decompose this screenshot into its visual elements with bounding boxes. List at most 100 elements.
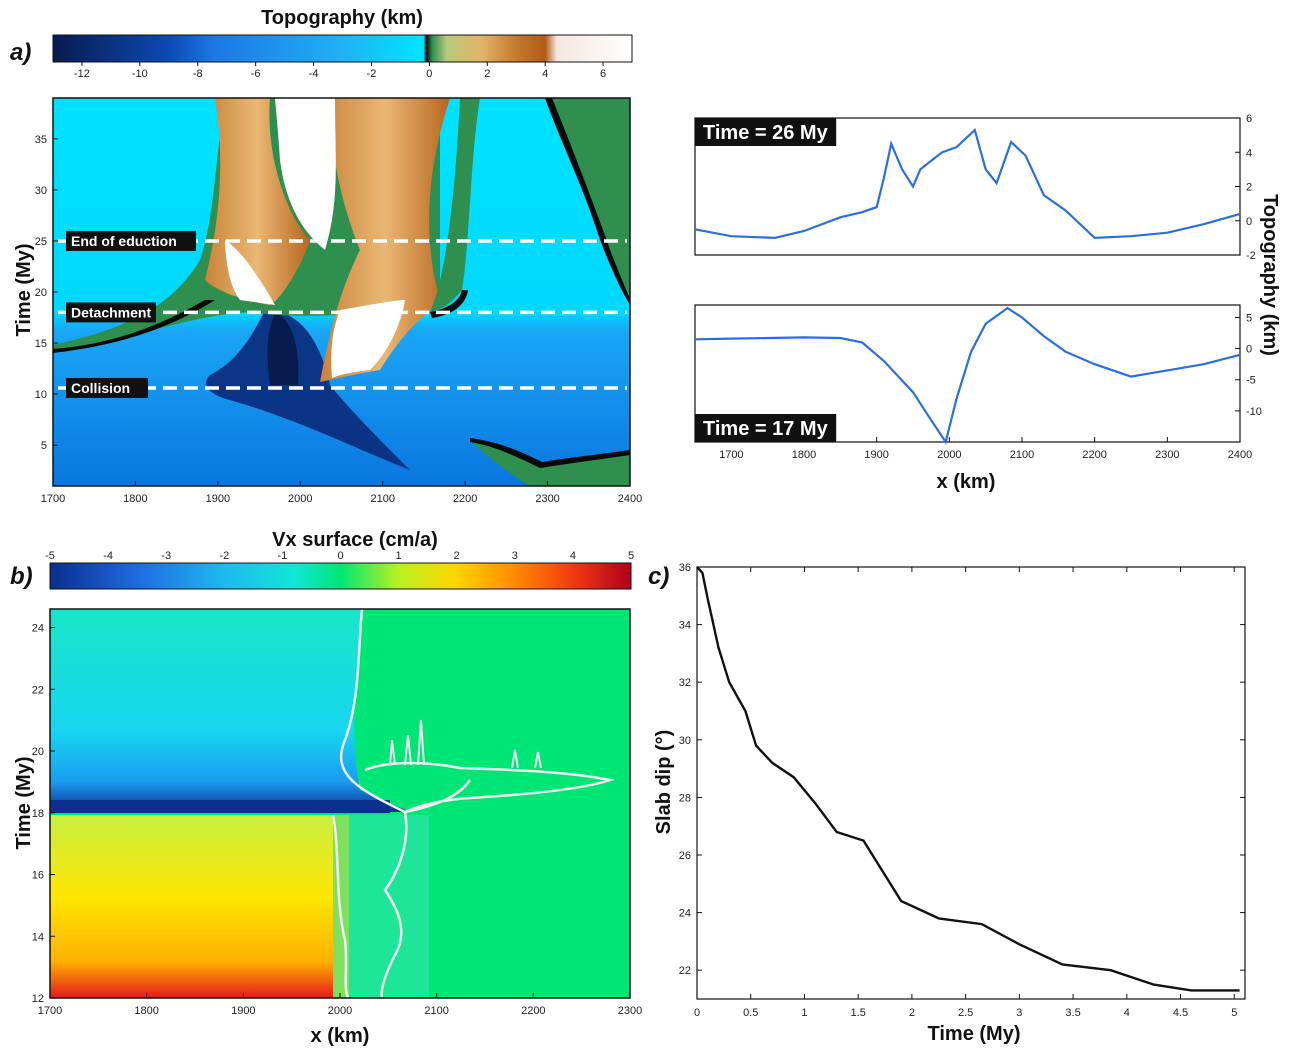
b-map-xlabel: x (km) <box>311 1025 370 1047</box>
y-tick-label: -2 <box>1246 250 1256 262</box>
y-tick-label: 5 <box>41 440 47 452</box>
topo-colorbar-ticks: -12 -10 -8 -6 -4 -2 0 2 4 6 <box>74 62 606 80</box>
topo-colorbar-title: Topography (km) <box>261 7 423 29</box>
profile-line <box>694 306 1241 445</box>
x-tick-label: 2400 <box>618 493 642 505</box>
y-tick-label: -5 <box>1246 375 1256 387</box>
x-tick-label: 0 <box>694 1007 700 1019</box>
y-tick-label: 14 <box>32 931 44 943</box>
profile-line <box>694 127 1241 240</box>
profile-tag: Time = 26 My <box>703 122 829 144</box>
colorbar-tick-label: 4 <box>542 68 548 80</box>
x-tick-label: 1800 <box>792 449 816 461</box>
y-tick-label: 26 <box>679 850 691 862</box>
c-xlabel: Time (My) <box>928 1023 1021 1045</box>
colorbar-tick-label: -12 <box>74 68 90 80</box>
y-tick-label: 20 <box>35 287 47 299</box>
x-tick-label: 4.5 <box>1173 1007 1188 1019</box>
annotation-label: End of eduction <box>71 233 177 249</box>
profile-ylabel: Topography (km) <box>1259 194 1281 356</box>
y-tick-label: 18 <box>32 808 44 820</box>
x-tick-label: 1900 <box>206 493 230 505</box>
x-tick-label: 2300 <box>618 1005 642 1017</box>
x-tick-label: 0.5 <box>743 1007 758 1019</box>
colorbar-tick-label: 3 <box>512 550 518 562</box>
x-tick-label: 2.5 <box>958 1007 973 1019</box>
x-tick-label: 1700 <box>719 449 743 461</box>
y-tick-label: 4 <box>1246 147 1252 159</box>
vx-heatmap-axes: 1700 1800 1900 2000 2100 2200 2300 12 14 16 18 20 22… <box>32 623 642 1017</box>
x-tick-label: 1800 <box>123 493 147 505</box>
x-tick-label: 2400 <box>1228 449 1252 461</box>
x-tick-label: 2100 <box>424 1005 448 1017</box>
panel-label-c: c) <box>648 563 669 590</box>
x-tick-label: 2000 <box>288 493 312 505</box>
topo-colorbar <box>52 34 633 63</box>
profile-26my: -2 0 2 4 6 Time = 26 My <box>694 113 1256 262</box>
y-tick-label: -10 <box>1246 406 1262 418</box>
profile-tag-bg <box>695 118 837 146</box>
x-tick-label: 2 <box>909 1007 915 1019</box>
colorbar-tick-label: -5 <box>45 550 55 562</box>
x-tick-label: 4 <box>1124 1007 1130 1019</box>
c-ylabel: Slab dip (°) <box>653 730 675 835</box>
y-tick-label: 32 <box>679 677 691 689</box>
y-tick-label: 10 <box>35 389 47 401</box>
a-map-ylabel: Time (My) <box>13 244 35 337</box>
x-tick-label: 1900 <box>231 1005 255 1017</box>
colorbar-tick-label: -6 <box>251 68 261 80</box>
vx-colorbar-ticks: -5 -4 -3 -2 -1 0 1 2 3 4 5 <box>45 550 634 562</box>
profile-tag-bg <box>695 414 837 442</box>
vx-colorbar <box>49 562 632 590</box>
x-tick-label: 2000 <box>937 449 961 461</box>
y-tick-label: 12 <box>32 993 44 1005</box>
x-tick-label: 2200 <box>521 1005 545 1017</box>
y-tick-label: 30 <box>679 735 691 747</box>
x-tick-label: 2200 <box>453 493 477 505</box>
colorbar-tick-label: -3 <box>161 550 171 562</box>
dip-frame <box>696 566 1246 1000</box>
x-tick-label: 1.5 <box>851 1007 866 1019</box>
colorbar-tick-label: 4 <box>570 550 576 562</box>
y-tick-label: 6 <box>1246 113 1252 125</box>
colorbar-tick-label: -1 <box>278 550 288 562</box>
x-tick-label: 3.5 <box>1065 1007 1080 1019</box>
colorbar-tick-label: -8 <box>193 68 203 80</box>
colorbar-tick-label: -2 <box>367 68 377 80</box>
x-tick-label: 5 <box>1231 1007 1237 1019</box>
profile-17my: -10 -5 0 5 1700 1800 1900 2000 2100 2200 2300 2400 T… <box>694 304 1262 461</box>
colorbar-tick-label: -4 <box>103 550 113 562</box>
b-map-ylabel: Time (My) <box>13 757 35 850</box>
y-tick-label: 22 <box>679 965 691 977</box>
x-tick-label: 2000 <box>328 1005 352 1017</box>
x-tick-label: 1800 <box>134 1005 158 1017</box>
y-tick-label: 20 <box>32 746 44 758</box>
topography-heatmap <box>52 97 631 487</box>
x-tick-label: 1 <box>801 1007 807 1019</box>
x-tick-label: 2100 <box>370 493 394 505</box>
colorbar-tick-label: 1 <box>396 550 402 562</box>
colorbar-tick-label: -10 <box>132 68 148 80</box>
y-tick-label: 0 <box>1246 216 1252 228</box>
colorbar-tick-label: 0 <box>337 550 343 562</box>
slab-dip-plot: 0 0.5 1 1.5 2 2.5 3 3.5 4 4.5 5 22 24 26 28 30 32 34 36 <box>679 562 1246 1019</box>
panel-label-a: a) <box>10 39 31 66</box>
vx-heatmap <box>49 608 631 999</box>
y-tick-label: 16 <box>32 870 44 882</box>
y-tick-label: 15 <box>35 338 47 350</box>
annotation-label: Detachment <box>71 304 151 320</box>
x-tick-label: 1700 <box>38 1005 62 1017</box>
annotation-label: Collision <box>71 380 130 396</box>
colorbar-tick-label: -2 <box>219 550 229 562</box>
y-tick-label: 30 <box>35 185 47 197</box>
colorbar-tick-label: 5 <box>628 550 634 562</box>
y-tick-label: 28 <box>679 792 691 804</box>
profile-tag: Time = 17 My <box>703 418 829 440</box>
profile-xlabel: x (km) <box>937 471 996 493</box>
y-tick-label: 0 <box>1246 344 1252 356</box>
y-tick-label: 36 <box>679 562 691 574</box>
y-tick-label: 22 <box>32 684 44 696</box>
x-tick-label: 1700 <box>41 493 65 505</box>
slab-dip-line <box>696 566 1240 992</box>
